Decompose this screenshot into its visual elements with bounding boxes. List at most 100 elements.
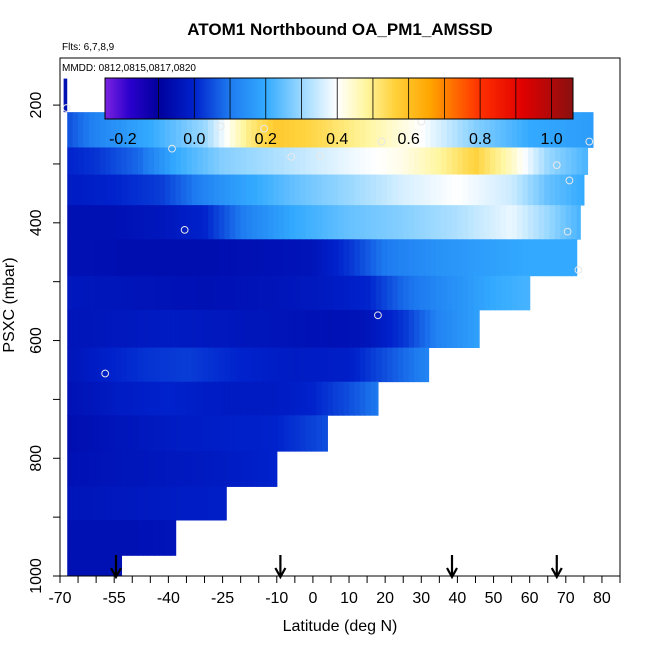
x-tick-label: -40 [157, 590, 180, 607]
heatmap-cell [386, 147, 393, 175]
heatmap-cell [83, 112, 90, 148]
heatmap-band [67, 520, 177, 556]
heatmap-cell [311, 347, 318, 383]
heatmap-cell [365, 147, 372, 175]
heatmap-cell [278, 415, 285, 452]
heatmap-cell [289, 112, 296, 148]
heatmap-cell [170, 415, 177, 452]
sample-marker [180, 225, 189, 234]
heatmap-cell [202, 415, 209, 452]
heatmap-cell [349, 275, 356, 311]
heatmap-cell [72, 112, 79, 148]
heatmap-cell [246, 415, 253, 452]
heatmap-cell [273, 347, 280, 383]
heatmap-cell [229, 205, 236, 240]
heatmap-cell [94, 147, 101, 175]
heatmap-cell [500, 147, 507, 175]
heatmap-cell [392, 112, 399, 148]
heatmap-cell [197, 275, 204, 311]
heatmap-cell [506, 112, 513, 148]
heatmap-cell [484, 112, 491, 148]
heatmap-cell [132, 415, 139, 452]
heatmap-cell [522, 174, 529, 206]
heatmap-cell [202, 381, 209, 416]
heatmap-cell [132, 520, 139, 556]
heatmap-cell [354, 147, 361, 175]
heatmap-cell [522, 239, 529, 277]
heatmap-cell [311, 112, 318, 148]
heatmap-cell [116, 555, 123, 577]
x-tick-label: 80 [593, 590, 611, 607]
heatmap-cell [208, 309, 215, 349]
heatmap-cell [359, 275, 366, 311]
heatmap-cell [376, 205, 383, 240]
heatmap-cell [99, 451, 106, 487]
heatmap-cell [143, 147, 150, 175]
heatmap-cell [143, 347, 150, 383]
heatmap-cell [240, 147, 247, 175]
heatmap-cell [419, 112, 426, 148]
heatmap-cell [294, 205, 301, 240]
heatmap-cell [153, 205, 160, 240]
heatmap-cell [278, 112, 285, 148]
heatmap-cell [99, 147, 106, 175]
heatmap-cell [267, 451, 274, 487]
heatmap-cell [246, 275, 253, 311]
heatmap-cell [446, 239, 453, 277]
heatmap-cell [110, 486, 117, 521]
heatmap-cell [153, 239, 160, 277]
heatmap-cell [517, 174, 524, 206]
heatmap-cell [116, 174, 123, 206]
heatmap-cell [110, 415, 117, 452]
heatmap-cell [88, 415, 95, 452]
heatmap-cell [83, 451, 90, 487]
heatmap-cell [181, 174, 188, 206]
heatmap-cell [392, 275, 399, 311]
heatmap-cell [181, 381, 188, 416]
heatmap-cell [170, 147, 177, 175]
heatmap-cell [83, 520, 90, 556]
heatmap-cell [256, 451, 263, 487]
heatmap-cell [175, 205, 182, 240]
heatmap-cell [554, 174, 561, 206]
heatmap-cell [137, 174, 144, 206]
heatmap-cell [153, 275, 160, 311]
heatmap-cell [262, 415, 269, 452]
heatmap-cell [511, 205, 518, 240]
heatmap-cell [305, 381, 312, 416]
heatmap-cell [186, 347, 193, 383]
heatmap-cell [365, 309, 372, 349]
heatmap-cell [511, 112, 518, 148]
heatmap-cell [132, 381, 139, 416]
heatmap-cell [197, 174, 204, 206]
heatmap-cell [392, 347, 399, 383]
heatmap-cell [284, 381, 291, 416]
y-axis: 200 400 600 800 1000 [28, 92, 60, 594]
heatmap-cell [208, 347, 215, 383]
heatmap-cell [332, 205, 339, 240]
heatmap-cell [565, 205, 572, 240]
heatmap-cell [354, 174, 361, 206]
x-axis-label: Latitude (deg N) [283, 618, 398, 635]
heatmap-cell [72, 347, 79, 383]
heatmap-cell [126, 451, 133, 487]
heatmap-cell [116, 309, 123, 349]
heatmap-cell [468, 309, 475, 349]
heatmap-cell [462, 239, 469, 277]
heatmap-cell [256, 309, 263, 349]
heatmap-cell [126, 381, 133, 416]
heatmap-cell [110, 520, 117, 556]
heatmap-cell [446, 174, 453, 206]
heatmap-cell [153, 381, 160, 416]
heatmap-cell [327, 275, 334, 311]
heatmap-cell [365, 112, 372, 148]
heatmap-cell [88, 147, 95, 175]
heatmap-cell [533, 205, 540, 240]
heatmap-cell [132, 486, 139, 521]
heatmap-cell [72, 486, 79, 521]
heatmap-cell [424, 174, 431, 206]
heatmap-cell [278, 347, 285, 383]
heatmap-cell [208, 174, 215, 206]
heatmap-cell [148, 451, 155, 487]
heatmap-cell [105, 309, 112, 349]
